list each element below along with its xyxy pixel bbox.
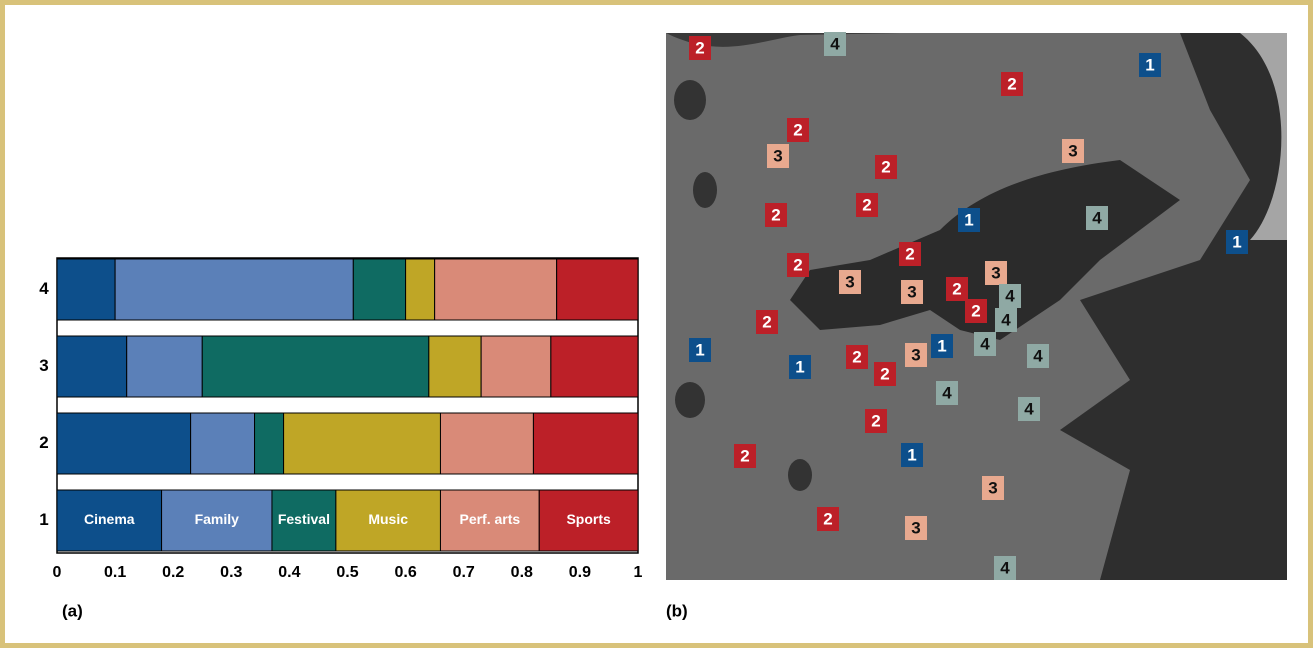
figure: 2412233222141223332424211442312442123234… (0, 0, 1313, 648)
map-marker-label: 3 (911, 345, 920, 364)
x-tick-label: 0.4 (278, 564, 300, 581)
bar-segment (557, 259, 638, 320)
map-marker-label: 2 (793, 120, 802, 139)
bar-segment (435, 259, 557, 320)
map-marker-label: 2 (971, 301, 980, 320)
map-marker-label: 2 (852, 347, 861, 366)
y-tick-label: 2 (39, 433, 48, 452)
map-marker-label: 2 (762, 312, 771, 331)
map-marker-label: 3 (988, 478, 997, 497)
map-marker-label: 4 (1005, 286, 1015, 305)
bar-segment (57, 336, 127, 397)
legend-label: Cinema (84, 511, 135, 527)
bar-segment (353, 259, 405, 320)
bar-segment (406, 259, 435, 320)
bar-segment (255, 413, 284, 474)
x-tick-label: 0.3 (220, 564, 242, 581)
map-marker-label: 2 (881, 157, 890, 176)
map-marker-label: 1 (695, 340, 704, 359)
bar-segment (115, 259, 353, 320)
map-marker-label: 2 (871, 411, 880, 430)
map-marker-label: 4 (1000, 558, 1010, 577)
map-marker-label: 1 (1145, 55, 1154, 74)
map-marker-label: 4 (1092, 208, 1102, 227)
bar-segment (202, 336, 429, 397)
x-tick-label: 0.2 (162, 564, 184, 581)
x-tick-label: 0.9 (569, 564, 591, 581)
map-marker-label: 2 (740, 446, 749, 465)
bar-segment (191, 413, 255, 474)
map-marker-label: 2 (1007, 74, 1016, 93)
bar-segment (440, 413, 533, 474)
map-marker-label: 3 (907, 282, 916, 301)
map-marker-label: 2 (793, 255, 802, 274)
y-tick-label: 3 (39, 356, 48, 375)
y-tick-label: 1 (39, 510, 48, 529)
map-marker-label: 2 (695, 38, 704, 57)
panel-label: (a) (62, 601, 83, 620)
x-tick-label: 0.6 (394, 564, 416, 581)
x-tick-label: 1 (634, 564, 643, 581)
map-marker-label: 2 (771, 205, 780, 224)
bar-segment (429, 336, 481, 397)
x-tick-label: 0 (53, 564, 62, 581)
bar-segment (57, 413, 191, 474)
map-marker-label: 3 (773, 146, 782, 165)
bar-segment (481, 336, 551, 397)
map-marker-label: 1 (1232, 232, 1241, 251)
map-marker-label: 3 (1068, 141, 1077, 160)
legend-label: Family (195, 511, 240, 527)
panel-label: (b) (666, 601, 688, 620)
legend-label: Perf. arts (459, 511, 520, 527)
map-marker-label: 1 (907, 445, 916, 464)
x-tick-label: 0.1 (104, 564, 126, 581)
map-marker-label: 4 (1024, 399, 1034, 418)
y-tick-label: 4 (39, 279, 49, 298)
map-marker-label: 3 (911, 518, 920, 537)
map-marker-label: 2 (823, 509, 832, 528)
bar-segment (284, 413, 441, 474)
bar-segment (127, 336, 203, 397)
map-marker-label: 4 (1001, 310, 1011, 329)
legend-label: Music (368, 511, 408, 527)
bar-segment (57, 259, 115, 320)
map-marker-label: 1 (795, 357, 804, 376)
map-marker-label: 2 (952, 279, 961, 298)
map-marker-label: 2 (862, 195, 871, 214)
x-tick-label: 0.8 (511, 564, 533, 581)
bar-segment (533, 413, 638, 474)
legend-label: Festival (278, 511, 330, 527)
map-marker-label: 2 (905, 244, 914, 263)
map-marker-label: 1 (937, 336, 946, 355)
map-marker-label: 3 (991, 263, 1000, 282)
map-marker-label: 4 (942, 383, 952, 402)
map-marker-label: 2 (880, 364, 889, 383)
map-marker-label: 1 (964, 210, 973, 229)
bar-segment (551, 336, 638, 397)
map-marker-label: 3 (845, 272, 854, 291)
x-tick-label: 0.5 (336, 564, 358, 581)
x-tick-label: 0.7 (453, 564, 475, 581)
legend-label: Sports (566, 511, 611, 527)
map-marker-label: 4 (1033, 346, 1043, 365)
map-marker-label: 4 (980, 334, 990, 353)
map-marker-label: 4 (830, 34, 840, 53)
